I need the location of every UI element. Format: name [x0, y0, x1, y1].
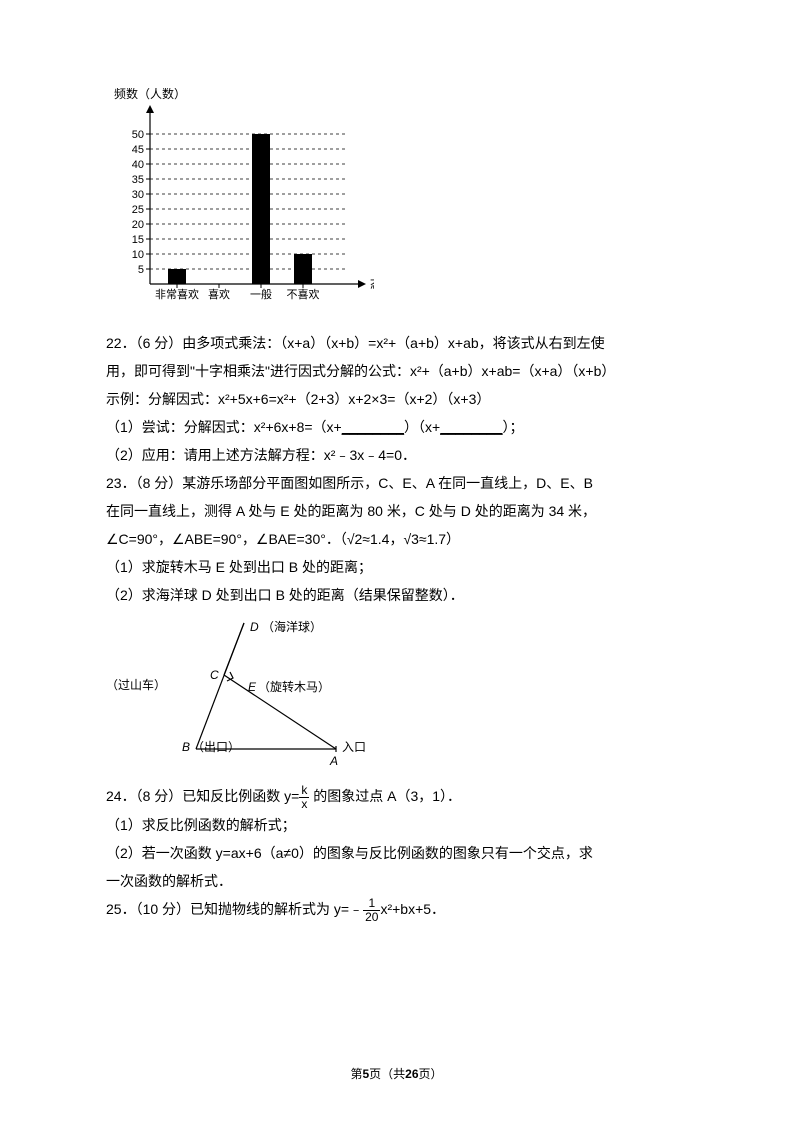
svg-text:（海洋球）: （海洋球）	[262, 619, 322, 634]
q23-line1: 23．（8 分）某游乐场部分平面图如图所示，C、E、A 在同一直线上，D、E、B	[106, 469, 687, 497]
q23-line2: 在同一直线上，测得 A 处与 E 处的距离为 80 米，C 处与 D 处的距离为…	[106, 497, 687, 525]
svg-text:（过山车）: （过山车）	[106, 677, 166, 692]
q24-line2: （1）求反比例函数的解析式；	[106, 811, 687, 839]
svg-text:25: 25	[132, 204, 144, 216]
page-footer: 第5页（共26页）	[0, 1062, 793, 1086]
q24-line3: （2）若一次函数 y=ax+6（a≠0）的图象与反比例函数的图象只有一个交点，求	[106, 839, 687, 867]
q22-l4-mid: ）（x+	[404, 419, 440, 435]
q22-line5: （2）应用：请用上述方法解方程：x²﹣3x﹣4=0．	[106, 441, 687, 469]
frac-n2: 1	[363, 897, 380, 911]
q22-line4: （1）尝试：分解因式：x²+6x+8=（x+________）（x+______…	[106, 413, 687, 441]
svg-text:喜欢: 喜欢	[208, 287, 230, 301]
svg-text:20: 20	[132, 219, 144, 231]
svg-text:40: 40	[132, 159, 144, 171]
frac-d: x	[299, 798, 309, 811]
svg-text:不喜欢: 不喜欢	[287, 287, 320, 301]
svg-text:45: 45	[132, 144, 144, 156]
svg-text:非常喜欢: 非常喜欢	[155, 287, 199, 301]
svg-text:30: 30	[132, 189, 144, 201]
fraction-1-20: 120	[363, 897, 380, 924]
footer-total: 26	[405, 1067, 418, 1081]
q24-post: 的图象过点 A（3，1）．	[309, 788, 461, 804]
svg-text:A: A	[329, 754, 338, 765]
frac-n: k	[299, 784, 309, 798]
svg-text:态度: 态度	[370, 276, 374, 291]
frac-d2: 20	[363, 911, 380, 924]
q22-blank2[interactable]: ________	[440, 419, 502, 435]
q22-line3: 示例：分解因式：x²+5x+6=x²+（2+3）x+2×3=（x+2）（x+3）	[106, 385, 687, 413]
q23-line5: （2）求海洋球 D 处到出口 B 处的距离（结果保留整数）．	[106, 581, 687, 609]
q22-line1: 22．（6 分）由多项式乘法：（x+a）（x+b）=x²+（a+b）x+ab，将…	[106, 329, 687, 357]
svg-text:频数（人数）: 频数（人数）	[114, 88, 186, 101]
q22-l4-pre: （1）尝试：分解因式：x²+6x+8=（x+	[106, 419, 342, 435]
q22-blank1[interactable]: ________	[342, 419, 404, 435]
svg-text:（出口）: （出口）	[192, 740, 240, 754]
svg-text:B: B	[182, 740, 190, 754]
svg-text:E: E	[248, 680, 257, 694]
footer-post: 页）	[419, 1067, 443, 1081]
footer-mid: 页（共	[369, 1067, 405, 1081]
q24-line4: 一次函数的解析式．	[106, 867, 687, 895]
fraction-k-x: kx	[299, 784, 309, 811]
q25-pre: 25．（10 分）已知抛物线的解析式为 y=﹣	[106, 901, 363, 917]
svg-text:15: 15	[132, 234, 144, 246]
geometry-diagram: D（海洋球） C （过山车） E（旋转木马） B（出口） 入口 A	[106, 613, 366, 765]
q25-post: x²+bx+5．	[380, 901, 445, 917]
svg-text:10: 10	[132, 249, 144, 261]
svg-text:5: 5	[138, 264, 144, 276]
svg-text:C: C	[210, 668, 219, 682]
q22-line2: 用，即可得到"十字相乘法"进行因式分解的公式：x²+（a+b）x+ab=（x+a…	[106, 357, 687, 385]
svg-text:50: 50	[132, 129, 144, 141]
q24-line1: 24．（8 分）已知反比例函数 y=kx 的图象过点 A（3，1）．	[106, 782, 687, 811]
svg-text:一般: 一般	[250, 288, 272, 301]
q22-l4-end: ）；	[503, 419, 524, 435]
svg-text:入口: 入口	[342, 740, 366, 754]
bar-chart: 频数（人数） 5 10 15 20 25 30 35 40 45 50 态度非常喜欢喜欢 一般 不喜欢	[114, 88, 374, 306]
svg-text:35: 35	[132, 174, 144, 186]
svg-text:（旋转木马）: （旋转木马）	[258, 679, 330, 694]
q25-line1: 25．（10 分）已知抛物线的解析式为 y=﹣120x²+bx+5．	[106, 895, 687, 924]
q23-line3: ∠C=90°，∠ABE=90°，∠BAE=30°．（√2≈1.4，√3≈1.7）	[106, 525, 687, 553]
q23-line4: （1）求旋转木马 E 处到出口 B 处的距离；	[106, 553, 687, 581]
q24-pre: 24．（8 分）已知反比例函数 y=	[106, 788, 299, 804]
svg-text:D: D	[250, 620, 259, 634]
footer-pre: 第	[350, 1067, 362, 1081]
